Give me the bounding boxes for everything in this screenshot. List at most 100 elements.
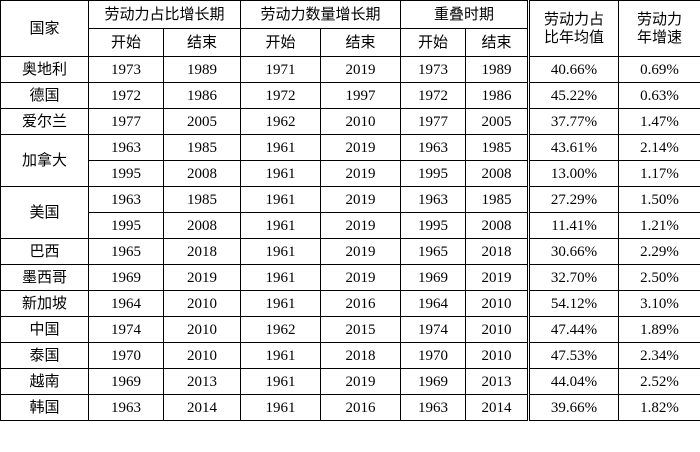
subheader-cell: 开始 xyxy=(240,28,322,57)
data-cell: 1961 xyxy=(240,186,322,213)
data-cell: 2014 xyxy=(162,394,242,421)
data-cell: 1963 xyxy=(400,134,467,161)
data-cell: 54.12% xyxy=(528,290,620,317)
table-row: 越南 1969 2013 1961 2019 1969 2013 44.04% 2.52% xyxy=(0,368,700,395)
data-cell: 1971 xyxy=(240,56,322,83)
country-cell: 加拿大 xyxy=(0,134,89,187)
data-cell: 2008 xyxy=(465,160,531,187)
data-cell: 1995 xyxy=(400,212,467,239)
header-cell: 重叠时期 xyxy=(400,0,531,29)
table-row: 墨西哥 1969 2019 1961 2019 1969 2019 32.70% 2.50% xyxy=(0,264,700,291)
country-cell: 巴西 xyxy=(0,238,89,265)
data-cell: 37.77% xyxy=(528,108,620,135)
data-cell: 1961 xyxy=(240,134,322,161)
data-cell: 1963 xyxy=(88,394,164,421)
data-cell: 2010 xyxy=(162,316,242,343)
data-cell: 43.61% xyxy=(528,134,620,161)
data-cell: 2018 xyxy=(162,238,242,265)
header-row: 国家 劳动力占比增长期 劳动力数量增长期 重叠时期 劳动力占比年均值 劳动力年增… xyxy=(0,0,700,57)
data-cell: 1963 xyxy=(400,186,467,213)
header-text: 劳动力占比年均值 xyxy=(544,11,605,46)
table-row: 加拿大 1963 1985 1961 2019 1963 1985 43.61% 2.14% xyxy=(0,134,700,187)
header-cell: 劳动力占比年均值 xyxy=(528,0,620,57)
data-cell: 40.66% xyxy=(528,56,620,83)
data-cell: 2016 xyxy=(320,394,402,421)
data-cell: 2.52% xyxy=(618,368,700,395)
data-cell: 1970 xyxy=(400,342,467,369)
data-cell: 1969 xyxy=(88,264,164,291)
data-cell: 1964 xyxy=(88,290,164,317)
subheader-cell: 开始 xyxy=(400,28,467,57)
data-cell: 1969 xyxy=(88,368,164,395)
data-cell: 1.89% xyxy=(618,316,700,343)
data-cell: 1974 xyxy=(88,316,164,343)
data-cell: 1962 xyxy=(240,316,322,343)
data-cell: 44.04% xyxy=(528,368,620,395)
data-cell: 2005 xyxy=(465,108,531,135)
table-row: 美国 1963 1985 1961 2019 1963 1985 27.29% 1.50% xyxy=(0,186,700,239)
data-cell: 1986 xyxy=(465,82,531,109)
data-cell: 1961 xyxy=(240,212,322,239)
data-cell: 1965 xyxy=(88,238,164,265)
data-cell: 1965 xyxy=(400,238,467,265)
data-cell: 2019 xyxy=(320,238,402,265)
data-table: 国家 劳动力占比增长期 劳动力数量增长期 重叠时期 劳动力占比年均值 劳动力年增… xyxy=(0,0,700,421)
subheader-cell: 开始 xyxy=(88,28,164,57)
data-cell: 2010 xyxy=(465,290,531,317)
data-cell: 2.50% xyxy=(618,264,700,291)
data-cell: 1995 xyxy=(400,160,467,187)
country-cell: 爱尔兰 xyxy=(0,108,89,135)
data-cell: 2019 xyxy=(320,212,402,239)
data-cell: 1997 xyxy=(320,82,402,109)
data-cell: 2015 xyxy=(320,316,402,343)
data-cell: 2014 xyxy=(465,394,531,421)
country-cell: 新加坡 xyxy=(0,290,89,317)
table-row: 爱尔兰 1977 2005 1962 2010 1977 2005 37.77% 1.47% xyxy=(0,108,700,135)
data-cell: 2016 xyxy=(320,290,402,317)
data-cell: 1985 xyxy=(465,134,531,161)
data-cell: 2019 xyxy=(320,56,402,83)
data-cell: 2.29% xyxy=(618,238,700,265)
data-cell: 1985 xyxy=(162,134,242,161)
data-cell: 2005 xyxy=(162,108,242,135)
data-cell: 2019 xyxy=(465,264,531,291)
data-cell: 1969 xyxy=(400,264,467,291)
data-cell: 1964 xyxy=(400,290,467,317)
country-cell: 墨西哥 xyxy=(0,264,89,291)
country-cell: 越南 xyxy=(0,368,89,395)
table-row: 泰国 1970 2010 1961 2018 1970 2010 47.53% 2.34% xyxy=(0,342,700,369)
country-cell: 泰国 xyxy=(0,342,89,369)
data-cell: 1989 xyxy=(465,56,531,83)
data-cell: 1.50% xyxy=(618,186,700,213)
subheader-row: 开始 结束 开始 结束 开始 结束 xyxy=(1,28,700,57)
data-cell: 1985 xyxy=(162,186,242,213)
data-cell: 1974 xyxy=(400,316,467,343)
data-cell: 1995 xyxy=(88,212,164,239)
data-cell: 1972 xyxy=(400,82,467,109)
country-cell: 中国 xyxy=(0,316,89,343)
data-cell: 1961 xyxy=(240,394,322,421)
data-cell: 0.69% xyxy=(618,56,700,83)
data-cell: 1963 xyxy=(400,394,467,421)
table-row: 韩国 1963 2014 1961 2016 1963 2014 39.66% 1.82% xyxy=(0,394,700,421)
subheader-cell: 结束 xyxy=(162,28,242,57)
data-cell: 32.70% xyxy=(528,264,620,291)
data-cell: 1985 xyxy=(465,186,531,213)
country-cell: 奥地利 xyxy=(0,56,89,83)
header-text: 劳动力年增速 xyxy=(637,11,683,46)
data-cell: 13.00% xyxy=(528,160,620,187)
table-row: 中国 1974 2010 1962 2015 1974 2010 47.44% 1.89% xyxy=(0,316,700,343)
data-cell: 39.66% xyxy=(528,394,620,421)
data-cell: 45.22% xyxy=(528,82,620,109)
data-cell: 47.44% xyxy=(528,316,620,343)
data-cell: 1970 xyxy=(88,342,164,369)
data-cell: 2010 xyxy=(465,342,531,369)
country-cell: 德国 xyxy=(0,82,89,109)
data-cell: 1962 xyxy=(240,108,322,135)
data-cell: 1961 xyxy=(240,160,322,187)
country-cell: 美国 xyxy=(0,186,89,239)
data-cell: 1972 xyxy=(88,82,164,109)
data-cell: 1961 xyxy=(240,264,322,291)
data-cell: 1.21% xyxy=(618,212,700,239)
